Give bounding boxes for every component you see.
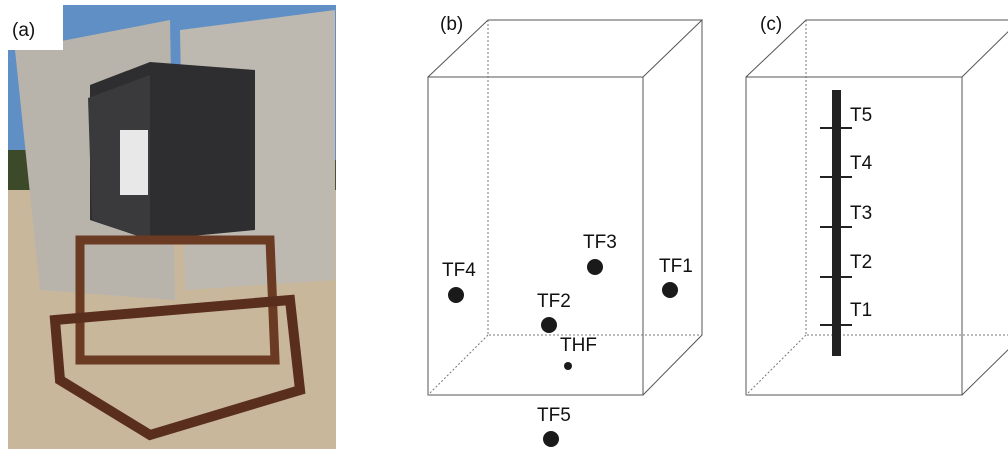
sensor-label: T1 <box>850 300 872 321</box>
figure: (a) (b) (c) TF4 TF3 TF1 TF2 THF TF5 T5 T4 T3 T2 T1 <box>0 0 1008 449</box>
sensor-label: TF1 <box>659 256 693 277</box>
sensor-label: T2 <box>850 252 872 273</box>
sensor-dot <box>564 362 572 370</box>
sensor-label: T4 <box>850 153 873 174</box>
panel-label: (c) <box>760 14 782 35</box>
sensor-dot <box>541 317 557 333</box>
sensor-dot <box>587 259 603 275</box>
box-c <box>746 20 1008 395</box>
sensor-label: TF3 <box>583 232 617 253</box>
sensor-dot <box>662 282 678 298</box>
sensor-label: TF4 <box>442 260 476 281</box>
panel-label: (b) <box>440 14 463 35</box>
panel-label: (a) <box>12 20 35 41</box>
sensor-label: TF5 <box>537 405 571 426</box>
sensor-label: THF <box>560 335 597 356</box>
sensors: TF4 TF3 TF1 TF2 THF TF5 T5 T4 T3 T2 T1 <box>442 105 873 447</box>
sensor-label: TF2 <box>537 291 571 312</box>
sensor-label: T3 <box>850 203 872 224</box>
photo <box>8 5 336 449</box>
sensor-dot <box>448 287 464 303</box>
sensor-dot <box>543 431 559 447</box>
sensor-label: T5 <box>850 105 872 126</box>
